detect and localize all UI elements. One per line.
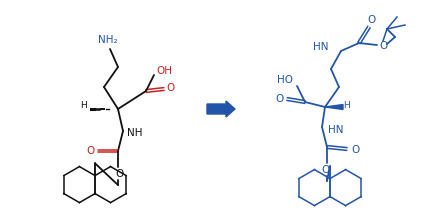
- Text: O: O: [275, 94, 283, 104]
- Text: O: O: [115, 169, 123, 179]
- Text: NH₂: NH₂: [98, 35, 118, 45]
- Text: H: H: [80, 102, 86, 110]
- Text: O: O: [86, 146, 94, 156]
- FancyArrow shape: [207, 101, 235, 117]
- Text: OH: OH: [156, 66, 172, 76]
- Text: O: O: [166, 83, 174, 93]
- Text: HO: HO: [277, 75, 293, 85]
- Text: O: O: [351, 145, 359, 155]
- Text: O: O: [322, 165, 330, 175]
- Text: HN: HN: [328, 125, 344, 135]
- Text: O: O: [379, 41, 387, 51]
- Text: HN: HN: [313, 42, 329, 52]
- Text: NH: NH: [127, 128, 143, 138]
- Polygon shape: [325, 105, 343, 110]
- Text: O: O: [368, 15, 376, 25]
- Text: H: H: [344, 102, 350, 110]
